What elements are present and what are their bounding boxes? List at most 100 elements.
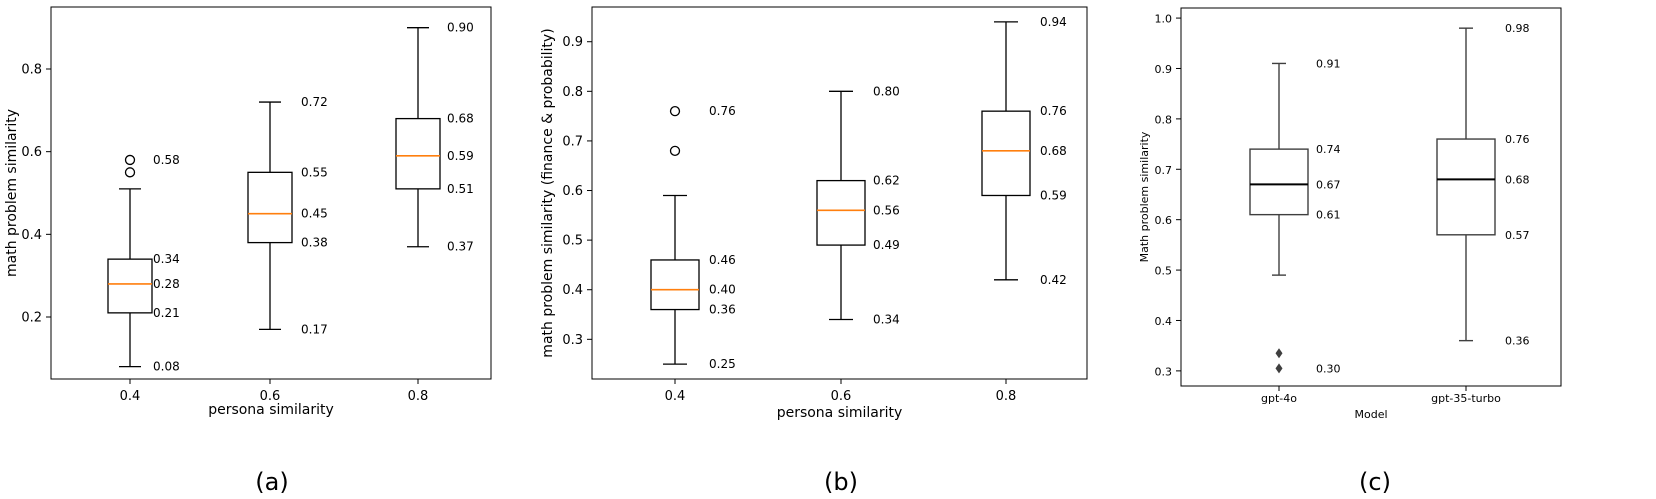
y-tick-label: 0.7 (1155, 164, 1173, 177)
box-gpt-35-turbo: 0.98 0.76 0.68 0.57 0.36 (1436, 22, 1530, 348)
panel-a: 0.2 0.4 0.6 0.8 0.4 0.6 0.8 persona similarity m… (4, 6, 492, 496)
box-0.4: 0.58 0.34 0.28 0.21 0.08 (107, 153, 180, 374)
value-label: 0.68 (1040, 144, 1067, 158)
x-tick-label: gpt-35-turbo (1431, 392, 1501, 405)
value-label: 0.91 (1316, 57, 1341, 70)
box-gpt-4o: 0.91 0.74 0.67 0.61 0.30 (1249, 57, 1341, 375)
value-label: 0.46 (709, 253, 736, 267)
outlier-marker (1275, 348, 1283, 359)
plot-frame (50, 6, 492, 380)
box-0.6: 0.72 0.55 0.45 0.38 0.17 (247, 95, 328, 336)
iqr-box (395, 117, 441, 190)
y-tick-label: 0.5 (1155, 265, 1173, 278)
y-tick-label: 0.6 (1155, 214, 1173, 227)
value-label: 0.55 (301, 165, 328, 179)
x-axis-label: Model (1354, 408, 1387, 421)
y-tick-label: 0.9 (1155, 63, 1173, 76)
panel-label: (a) (255, 468, 288, 496)
value-label: 0.28 (153, 277, 180, 291)
value-label: 0.40 (709, 283, 736, 297)
value-label: 0.36 (709, 303, 736, 317)
iqr-box (107, 258, 153, 314)
iqr-box (1249, 148, 1309, 216)
value-label: 0.25 (709, 357, 736, 371)
value-label: 0.68 (447, 112, 474, 126)
value-label: 0.51 (447, 182, 474, 196)
iqr-box (1436, 138, 1496, 236)
x-axis-label: persona similarity (777, 405, 903, 421)
y-tick-label: 0.4 (21, 228, 42, 243)
value-label: 0.17 (301, 322, 328, 336)
value-label: 0.94 (1040, 15, 1067, 29)
value-label: 0.61 (1316, 209, 1341, 222)
outlier-marker (1275, 363, 1283, 374)
value-label: 0.08 (153, 360, 180, 374)
y-tick-label: 0.4 (562, 283, 583, 298)
x-tick-label: 0.4 (120, 389, 141, 404)
value-label: 0.42 (1040, 273, 1067, 287)
outlier-marker (669, 106, 681, 117)
y-tick-label: 0.8 (562, 85, 583, 100)
box-0.8: 0.90 0.68 0.59 0.51 0.37 (395, 21, 474, 254)
outlier-marker (124, 154, 136, 166)
y-tick-label: 0.8 (1155, 113, 1173, 126)
x-axis-label: persona similarity (208, 402, 334, 418)
value-label: 0.57 (1505, 229, 1530, 242)
iqr-box (247, 171, 293, 244)
y-tick-label: 0.6 (562, 184, 583, 199)
value-label: 0.80 (873, 84, 900, 98)
value-label: 0.34 (153, 252, 180, 266)
panel-b: 0.3 0.4 0.5 0.6 0.7 0.8 0.9 0.4 0.6 0.8 persona si… (540, 6, 1088, 496)
panel-label: (b) (824, 468, 858, 496)
value-label: 0.58 (153, 153, 180, 167)
value-label: 0.62 (873, 174, 900, 188)
y-tick-label: 0.9 (562, 35, 583, 50)
iqr-box (981, 110, 1031, 197)
outlier-marker (669, 145, 681, 156)
y-tick-label: 0.5 (562, 234, 583, 249)
outlier-marker (124, 167, 136, 178)
value-label: 0.30 (1316, 362, 1341, 375)
x-tick-label: 0.6 (260, 389, 281, 404)
y-tick-label: 0.6 (21, 145, 42, 160)
y-tick-label: 0.4 (1155, 315, 1173, 328)
value-label: 0.59 (447, 149, 474, 163)
x-tick-label: 0.8 (996, 389, 1017, 404)
value-label: 0.72 (301, 95, 328, 109)
value-label: 0.45 (301, 207, 328, 221)
plot-frame (591, 6, 1088, 380)
plot-frame (1180, 7, 1562, 387)
iqr-box (816, 179, 866, 246)
x-tick-label: gpt-4o (1261, 392, 1297, 405)
y-tick-label: 0.3 (1155, 365, 1173, 378)
value-label: 0.76 (709, 104, 736, 118)
panel-label: (c) (1359, 468, 1391, 496)
value-label: 0.90 (447, 21, 474, 35)
y-axis-label: math problem similarity (finance & proba… (540, 28, 556, 357)
y-tick-label: 1.0 (1155, 13, 1173, 26)
value-label: 0.36 (1505, 335, 1530, 348)
value-label: 0.59 (1040, 188, 1067, 202)
panel-c: 0.3 0.4 0.5 0.6 0.7 0.8 0.9 1.0 gpt-4o gpt-35-tur… (1138, 7, 1562, 496)
x-tick-label: 0.6 (831, 389, 852, 404)
value-label: 0.21 (153, 306, 180, 320)
y-axis-label: math problem similarity (4, 109, 20, 277)
value-label: 0.68 (1505, 173, 1530, 186)
y-tick-label: 0.3 (562, 333, 583, 348)
value-label: 0.76 (1505, 133, 1530, 146)
value-label: 0.74 (1316, 143, 1341, 156)
iqr-box (650, 259, 700, 311)
value-label: 0.34 (873, 312, 900, 326)
value-label: 0.98 (1505, 22, 1530, 35)
value-label: 0.56 (873, 203, 900, 217)
box-0.8: 0.94 0.76 0.68 0.59 0.42 (981, 15, 1067, 287)
y-tick-label: 0.2 (21, 311, 42, 326)
value-label: 0.49 (873, 238, 900, 252)
value-label: 0.67 (1316, 178, 1341, 191)
x-tick-label: 0.8 (408, 389, 429, 404)
y-tick-label: 0.8 (21, 63, 42, 78)
box-0.4: 0.76 0.46 0.40 0.36 0.25 (650, 104, 736, 371)
value-label: 0.76 (1040, 104, 1067, 118)
value-label: 0.38 (301, 236, 328, 250)
